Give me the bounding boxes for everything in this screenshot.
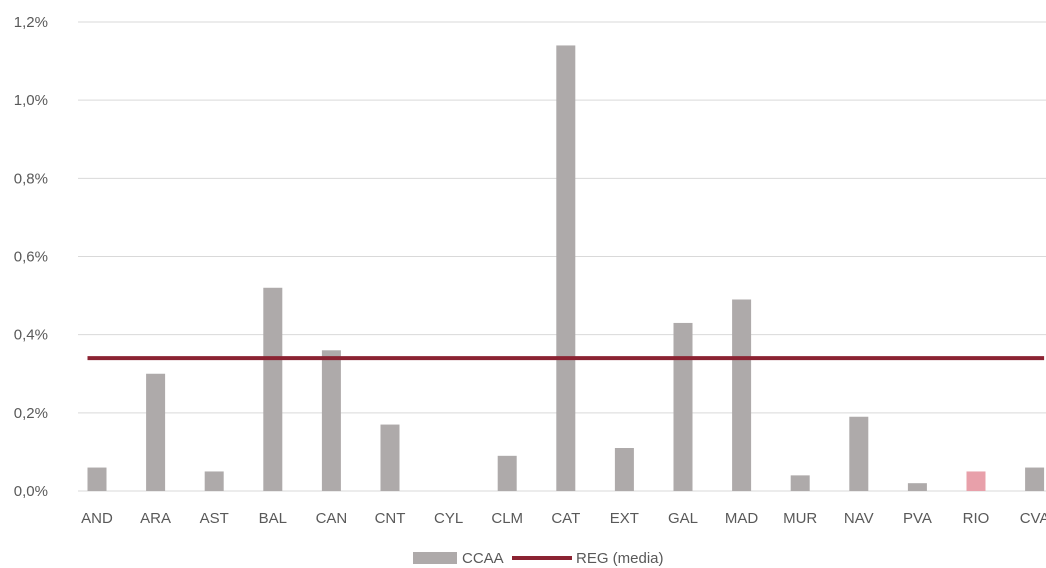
bar-ara xyxy=(146,373,166,491)
x-tick-label-pva: PVA xyxy=(903,510,932,527)
x-tick-label-ext: EXT xyxy=(610,510,639,527)
bar-nav xyxy=(849,416,869,491)
bar-pva xyxy=(907,483,927,491)
x-tick-label-mad: MAD xyxy=(725,510,759,527)
x-tick-label-bal: BAL xyxy=(259,510,287,527)
bar-ast xyxy=(204,471,224,491)
x-tick-label-and: AND xyxy=(81,510,113,527)
bars xyxy=(87,45,1045,491)
x-tick-label-ara: ARA xyxy=(140,510,171,527)
legend: CCAA REG (media) xyxy=(413,550,664,567)
x-tick-label-clm: CLM xyxy=(491,510,523,527)
bar-can xyxy=(321,350,341,491)
bar-clm xyxy=(497,455,517,491)
x-tick-label-nav: NAV xyxy=(844,510,874,527)
y-tick-label: 0,4% xyxy=(14,327,48,344)
bar-and xyxy=(87,467,107,491)
legend-label-ccaa: CCAA xyxy=(462,550,504,567)
legend-swatch-ccaa xyxy=(413,552,457,564)
x-tick-label-gal: GAL xyxy=(668,510,698,527)
y-tick-label: 1,0% xyxy=(14,92,48,109)
y-tick-label: 1,2% xyxy=(14,14,48,31)
y-tick-label: 0,2% xyxy=(14,405,48,422)
x-axis-ticks: AND ARA AST BAL CAN CNT CYL CLM CAT EXT GAL MAD MUR N… xyxy=(81,510,1046,527)
x-tick-label-cva: CVA xyxy=(1020,510,1046,527)
bar-cat xyxy=(556,45,576,491)
bar-rio xyxy=(966,471,986,491)
legend-label-reg-media: REG (media) xyxy=(576,550,664,567)
x-tick-label-rio: RIO xyxy=(963,510,990,527)
bar-mur xyxy=(790,475,810,491)
bar-cva xyxy=(1025,467,1045,491)
x-tick-label-cyl: CYL xyxy=(434,510,463,527)
y-tick-label: 0,8% xyxy=(14,170,48,187)
x-tick-label-cnt: CNT xyxy=(375,510,406,527)
y-tick-label: 0,0% xyxy=(14,483,48,500)
bar-gal xyxy=(673,322,693,491)
bar-ext xyxy=(614,448,634,491)
bar-cnt xyxy=(380,424,400,491)
x-tick-label-mur: MUR xyxy=(783,510,817,527)
bar-bal xyxy=(263,287,283,491)
x-tick-label-ast: AST xyxy=(200,510,229,527)
x-tick-label-cat: CAT xyxy=(551,510,580,527)
y-tick-label: 0,6% xyxy=(14,249,48,266)
x-tick-label-can: CAN xyxy=(316,510,348,527)
y-axis-ticks: 0,0% 0,2% 0,4% 0,6% 0,8% 1,0% 1,2% xyxy=(14,14,48,500)
bar-mad xyxy=(732,299,752,491)
